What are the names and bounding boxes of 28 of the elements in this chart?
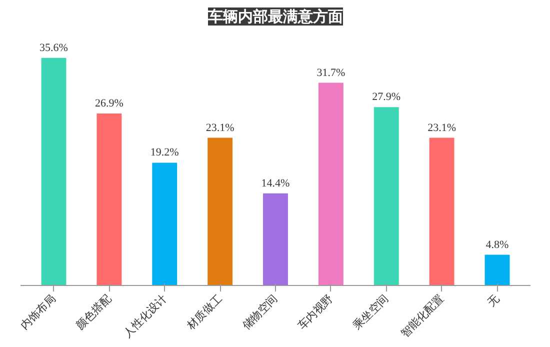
x-tick-label: 储物空间	[240, 292, 280, 332]
bar	[318, 82, 344, 286]
x-tick-label: 乘坐空间	[350, 292, 391, 332]
bar	[152, 162, 178, 286]
bar	[263, 193, 288, 286]
x-tick-label: 内饰布局	[18, 292, 58, 332]
x-tick-label: 人性化设计	[121, 292, 170, 340]
data-label: 4.8%	[486, 238, 509, 251]
bar	[208, 138, 233, 286]
x-tick-label: 材质做工	[184, 292, 225, 333]
bar	[429, 138, 454, 286]
bar	[484, 254, 510, 286]
x-tick-label: 无	[484, 292, 502, 309]
data-label: 35.6%	[40, 42, 68, 54]
bar	[96, 113, 122, 286]
x-tick-label: 车内视野	[295, 292, 336, 332]
data-label: 26.9%	[94, 97, 124, 110]
data-label: 19.2%	[150, 146, 179, 159]
data-label: 23.1%	[206, 122, 234, 134]
data-label: 14.4%	[261, 177, 290, 190]
data-label: 23.1%	[428, 122, 456, 134]
x-tick-label: 智能化配置	[398, 292, 446, 340]
data-label: 31.7%	[316, 66, 346, 79]
data-label: 27.9%	[372, 91, 401, 104]
x-tick-label: 颜色搭配	[73, 292, 114, 332]
bar	[41, 58, 66, 286]
chart-title: 车辆内部最满意方面	[207, 8, 343, 26]
bar	[374, 107, 399, 286]
